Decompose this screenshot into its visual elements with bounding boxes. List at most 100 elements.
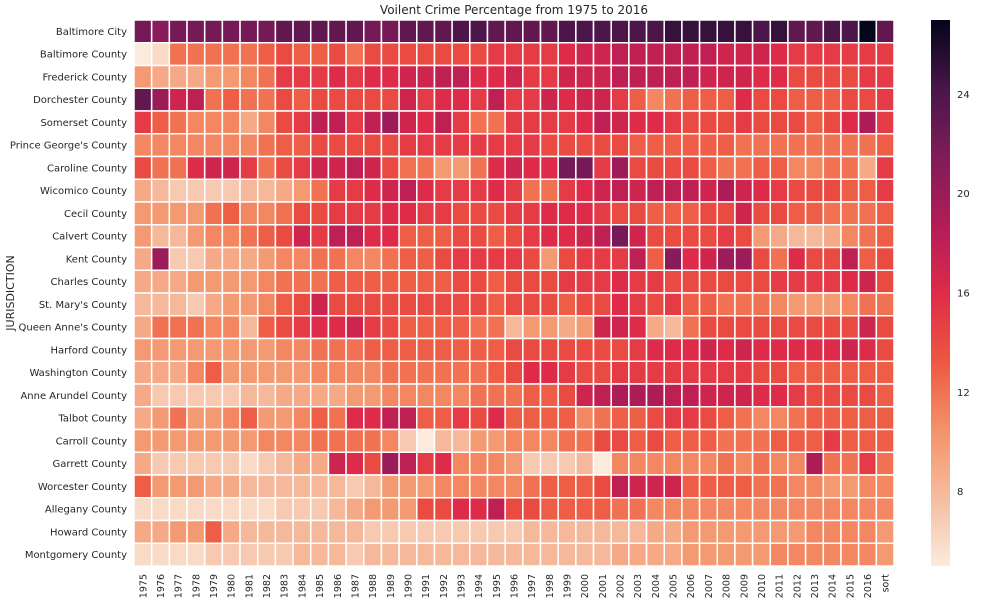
heatmap-cell: [150, 383, 171, 408]
heatmap-cell: [857, 110, 878, 135]
heatmap-cell: [575, 337, 595, 362]
heatmap-cell: [840, 269, 860, 294]
heatmap-cell: [469, 360, 489, 385]
heatmap-cell: [168, 428, 188, 453]
heatmap-cell: [522, 428, 542, 453]
heatmap-cell: [504, 42, 524, 67]
heatmap-cell: [433, 133, 453, 158]
heatmap-cell: [681, 42, 701, 67]
heatmap-cell: [522, 292, 542, 317]
heatmap-cell: [256, 64, 277, 89]
heatmap-cell: [451, 315, 471, 340]
heatmap-cell: [522, 64, 542, 89]
heatmap-cell: [539, 428, 559, 453]
heatmap-cell: [274, 519, 294, 544]
heatmap-cell: [875, 19, 895, 44]
heatmap-cell: [539, 360, 559, 385]
heatmap-cell: [221, 474, 241, 499]
heatmap-cell: [203, 474, 224, 499]
column-label: 2005: [669, 574, 680, 598]
heatmap-cell: [239, 519, 259, 544]
column-labels: 1975 1976 1977 1978 1979 1980 1981 1982 1983 1984…: [138, 574, 891, 598]
heatmap-cell: [186, 110, 206, 135]
heatmap-cell: [221, 87, 241, 112]
column-label: 1995: [492, 574, 503, 598]
heatmap-cell: [274, 155, 294, 180]
heatmap-cell: [522, 246, 542, 271]
heatmap-cell: [628, 155, 648, 180]
heatmap-cell: [380, 519, 400, 544]
heatmap-cell: [769, 497, 789, 522]
heatmap-cell: [309, 87, 330, 112]
row-label: Prince George's County: [10, 141, 127, 152]
heatmap-cell: [345, 428, 365, 453]
heatmap-cell: [221, 42, 241, 67]
heatmap-cell: [804, 87, 825, 112]
heatmap-cell: [504, 246, 524, 271]
heatmap-cell: [522, 224, 542, 249]
column-label: 2015: [845, 574, 856, 598]
heatmap-cell: [292, 315, 312, 340]
heatmap-cell: [698, 42, 719, 67]
heatmap-cell: [469, 542, 489, 567]
column-label: 1991: [421, 574, 432, 598]
heatmap-cell: [398, 474, 418, 499]
heatmap-cell: [239, 542, 259, 567]
heatmap-cell: [557, 474, 577, 499]
heatmap-cell: [133, 337, 153, 362]
heatmap-cell: [751, 451, 772, 476]
heatmap-cell: [239, 110, 259, 135]
heatmap-cell: [486, 360, 506, 385]
heatmap-cell: [398, 87, 418, 112]
heatmap-cell: [256, 42, 277, 67]
heatmap-cell: [734, 383, 754, 408]
heatmap-cell: [133, 133, 153, 158]
heatmap-cell: [663, 337, 683, 362]
heatmap-cell: [416, 64, 436, 89]
heatmap-cell: [522, 406, 542, 431]
heatmap-cell: [822, 360, 842, 385]
heatmap-cell: [557, 451, 577, 476]
heatmap-cell: [822, 383, 842, 408]
heatmap-cell: [416, 246, 436, 271]
heatmap-cell: [274, 19, 294, 44]
heatmap-cell: [716, 337, 736, 362]
heatmap-cell: [292, 474, 312, 499]
heatmap-cell: [716, 246, 736, 271]
heatmap-cell: [716, 383, 736, 408]
heatmap-cell: [274, 542, 294, 567]
heatmap-cell: [592, 428, 612, 453]
heatmap-cell: [628, 519, 648, 544]
heatmap-cell: [433, 42, 453, 67]
heatmap-cell: [221, 337, 241, 362]
heatmap-cell: [186, 87, 206, 112]
heatmap-cell: [416, 542, 436, 567]
heatmap-cell: [221, 133, 241, 158]
heatmap-cell: [804, 155, 825, 180]
heatmap-cell: [150, 42, 171, 67]
heatmap-cell: [274, 201, 294, 226]
heatmap-cell: [363, 519, 383, 544]
heatmap-cell: [840, 292, 860, 317]
heatmap-cell: [274, 451, 294, 476]
row-label: Wicomico County: [40, 186, 127, 197]
heatmap-cell: [451, 360, 471, 385]
heatmap-cell: [875, 178, 895, 203]
heatmap-cell: [822, 406, 842, 431]
heatmap-cell: [416, 497, 436, 522]
heatmap-cell: [539, 474, 559, 499]
heatmap-cell: [557, 360, 577, 385]
heatmap-cell: [398, 201, 418, 226]
heatmap-cell: [256, 133, 277, 158]
heatmap-cell: [769, 87, 789, 112]
heatmap-cell: [451, 155, 471, 180]
column-label: 1976: [156, 574, 167, 598]
heatmap-cell: [451, 87, 471, 112]
heatmap-cell: [168, 64, 188, 89]
heatmap-cell: [398, 269, 418, 294]
heatmap-cell: [857, 337, 878, 362]
heatmap-cell: [557, 19, 577, 44]
heatmap-cell: [875, 87, 895, 112]
heatmap-cell: [804, 360, 825, 385]
heatmap-cell: [168, 451, 188, 476]
